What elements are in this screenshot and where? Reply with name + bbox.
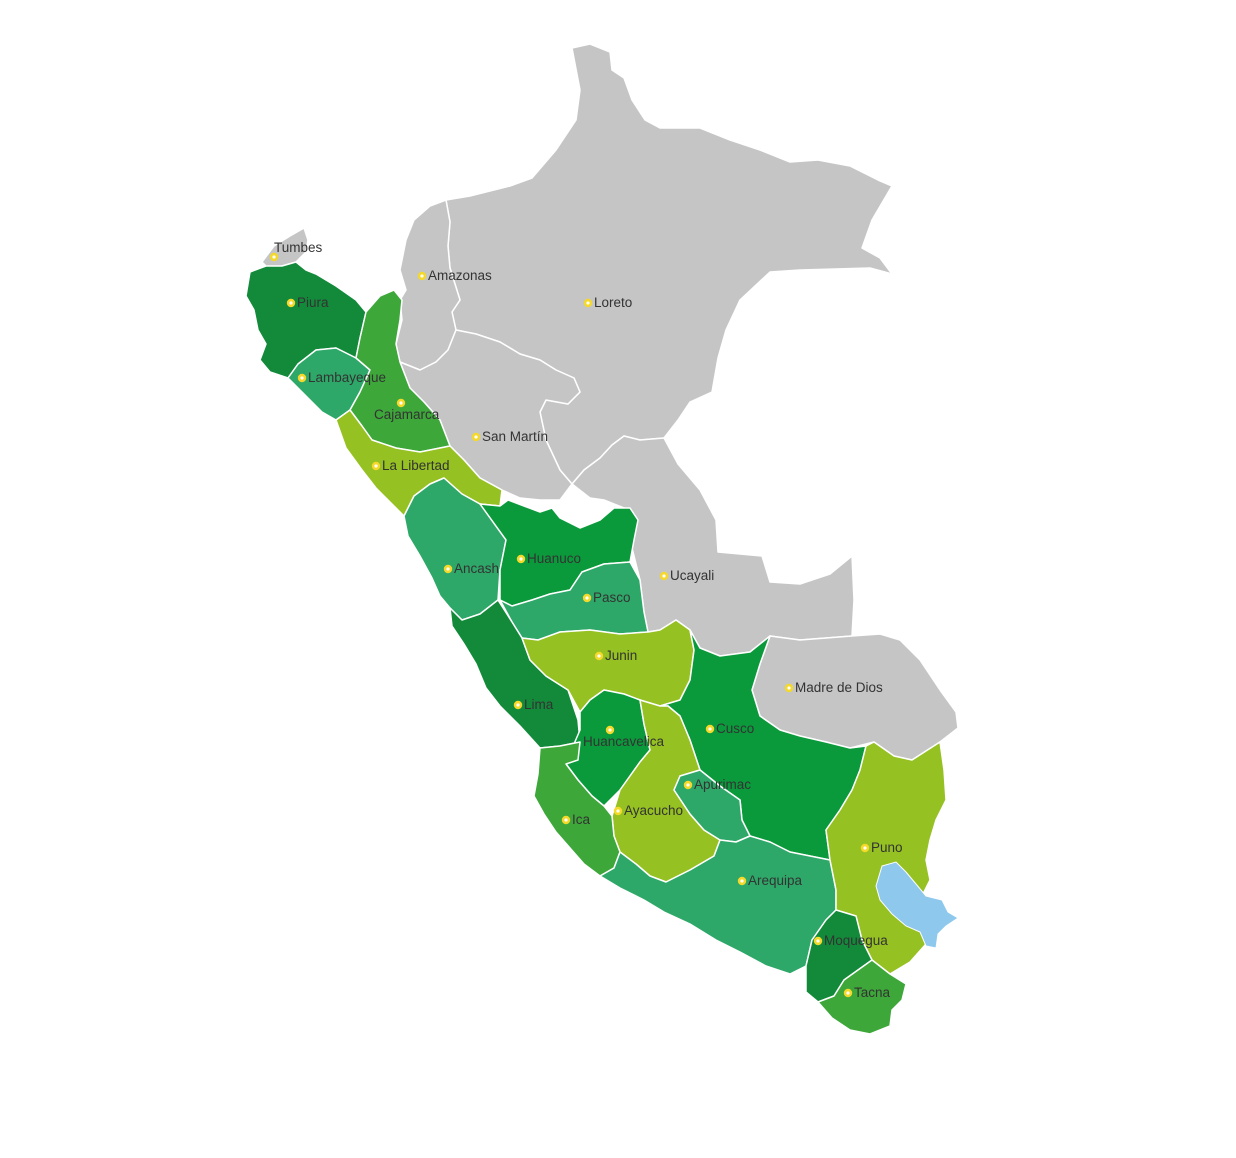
label-pasco: Pasco xyxy=(593,590,631,605)
marker-center xyxy=(272,255,276,259)
region-ancash[interactable] xyxy=(403,477,507,621)
marker-center xyxy=(446,567,450,571)
marker-center xyxy=(300,376,304,380)
label-la-libertad: La Libertad xyxy=(382,458,450,473)
marker-center xyxy=(708,727,712,731)
label-madre-de-dios: Madre de Dios xyxy=(795,680,883,695)
marker-center xyxy=(516,703,520,707)
marker-center xyxy=(616,809,620,813)
label-cusco: Cusco xyxy=(716,721,754,736)
marker-center xyxy=(740,879,744,883)
label-moquegua: Moquegua xyxy=(824,933,888,948)
label-apurimac: Apurimac xyxy=(694,777,751,792)
label-ancash: Ancash xyxy=(454,561,499,576)
marker-center xyxy=(289,301,293,305)
label-ica: Ica xyxy=(572,812,591,827)
label-lambayeque: Lambayeque xyxy=(308,370,386,385)
marker-center xyxy=(686,783,690,787)
label-puno: Puno xyxy=(871,840,903,855)
label-amazonas: Amazonas xyxy=(428,268,492,283)
label-junin: Junin xyxy=(605,648,637,663)
label-huancavelica: Huancavelica xyxy=(583,734,665,749)
label-tumbes: Tumbes xyxy=(274,240,323,255)
marker-center xyxy=(846,991,850,995)
marker-center xyxy=(564,818,568,822)
marker-center xyxy=(420,274,424,278)
label-arequipa: Arequipa xyxy=(748,873,803,888)
marker-center xyxy=(863,846,867,850)
region-labels: Tumbes Amazonas Loreto Piura Lambayeque Cajam… xyxy=(269,240,903,1000)
label-huanuco: Huanuco xyxy=(527,551,581,566)
label-cajamarca: Cajamarca xyxy=(374,407,440,422)
marker-center xyxy=(597,654,601,658)
lake-titicaca xyxy=(875,861,959,949)
marker-center xyxy=(787,686,791,690)
region-tacna[interactable] xyxy=(817,959,907,1035)
marker-center xyxy=(374,464,378,468)
marker-center xyxy=(519,557,523,561)
region-ica[interactable] xyxy=(533,741,621,877)
marker-center xyxy=(816,939,820,943)
label-ayacucho: Ayacucho xyxy=(624,803,683,818)
label-lima: Lima xyxy=(524,697,554,712)
label-piura: Piura xyxy=(297,295,329,310)
label-ucayali: Ucayali xyxy=(670,568,714,583)
marker-center xyxy=(586,301,590,305)
label-tacna: Tacna xyxy=(854,985,891,1000)
marker-center xyxy=(608,728,612,732)
label-loreto: Loreto xyxy=(594,295,632,310)
marker-center xyxy=(474,435,478,439)
marker-center xyxy=(585,596,589,600)
marker-center xyxy=(662,574,666,578)
label-san-martin: San Martín xyxy=(482,429,548,444)
marker-center xyxy=(399,401,403,405)
